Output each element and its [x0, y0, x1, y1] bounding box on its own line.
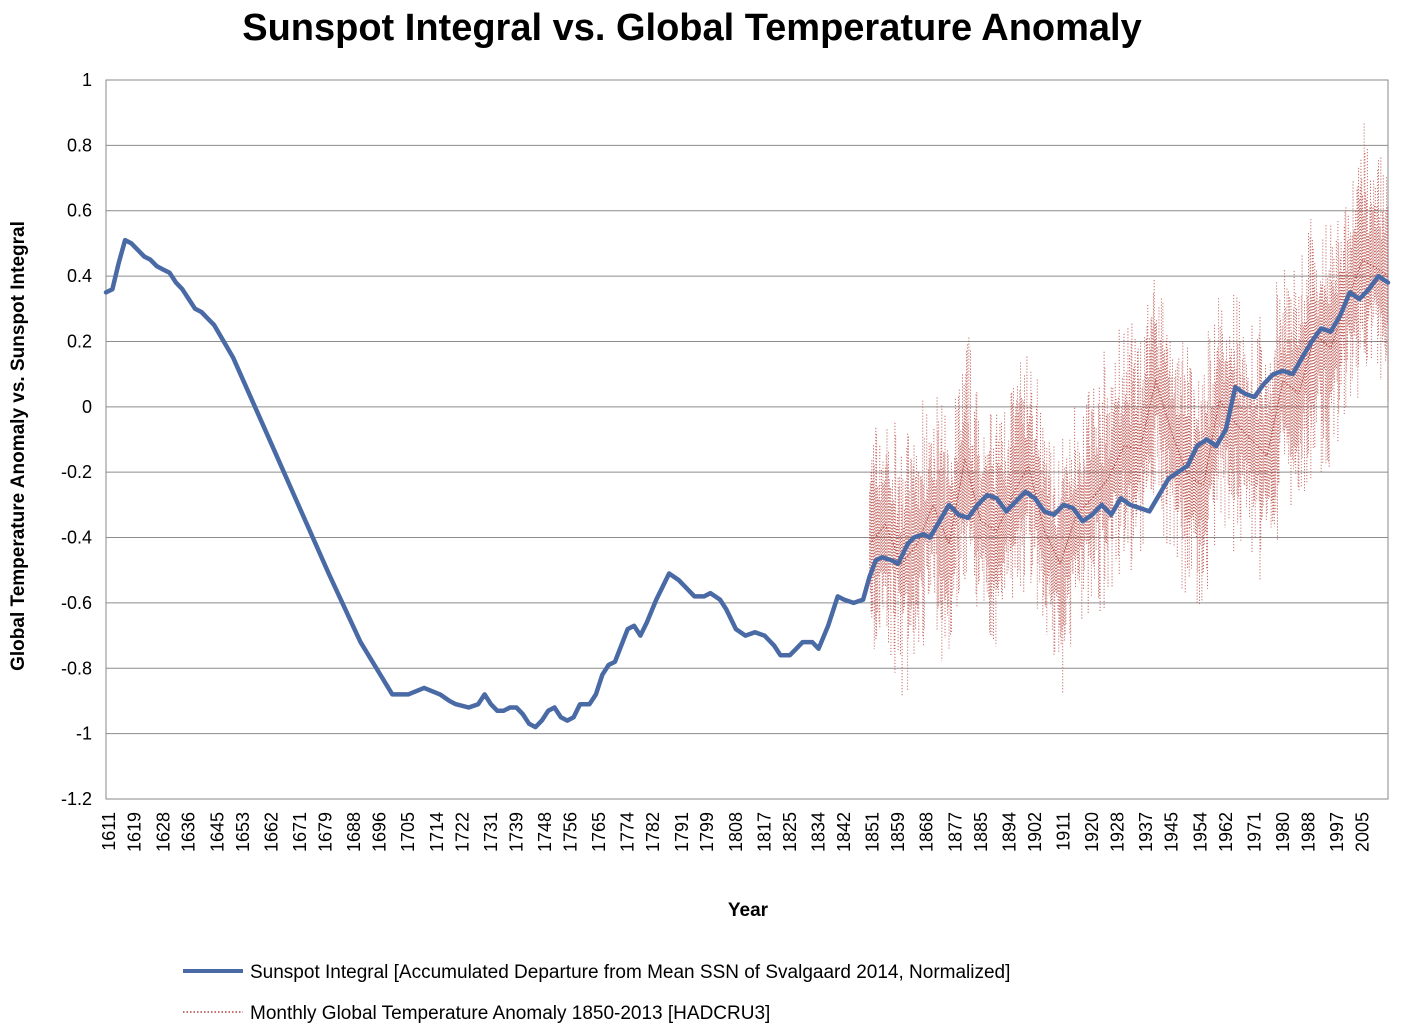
x-tick-label: 1834	[809, 812, 829, 852]
x-tick-label: 1894	[999, 812, 1019, 852]
x-tick-label: 1791	[672, 812, 692, 852]
x-tick-label: 1774	[618, 812, 638, 852]
x-tick-label: 1885	[971, 812, 991, 852]
x-tick-label: 1636	[179, 812, 199, 852]
x-tick-label: 1945	[1162, 812, 1182, 852]
y-tick-label: -0.4	[61, 528, 92, 548]
x-tick-label: 1696	[370, 812, 390, 852]
x-tick-label: 1688	[344, 812, 364, 852]
x-tick-label: 1971	[1244, 812, 1264, 852]
x-tick-label: 1799	[697, 812, 717, 852]
temperature-anomaly-line	[869, 259, 1389, 566]
legend-label-temperature: Monthly Global Temperature Anomaly 1850-…	[250, 1003, 770, 1024]
x-tick-label: 1988	[1298, 812, 1318, 852]
legend-label-sunspot: Sunspot Integral [Accumulated Departure …	[250, 962, 1010, 983]
temperature-anomaly-series	[869, 123, 1389, 697]
y-axis-ticks: 1 0.8 0.6 0.4 0.2 0 -0.2 -0.4 -0.6 -0.8 -1 -1.2	[61, 70, 92, 809]
x-tick-label: 1817	[754, 812, 774, 852]
x-tick-label: 1937	[1136, 812, 1156, 852]
x-tick-label: 1722	[452, 812, 472, 852]
y-tick-label: -1.2	[61, 789, 92, 809]
x-tick-label: 1902	[1025, 812, 1045, 852]
x-tick-label: 1920	[1082, 812, 1102, 852]
x-tick-label: 1954	[1190, 812, 1210, 852]
x-tick-label: 2005	[1353, 812, 1373, 852]
y-tick-label: 0.8	[67, 135, 92, 155]
x-tick-label: 1653	[233, 812, 253, 852]
x-tick-label: 1671	[290, 812, 310, 852]
x-tick-label: 1859	[888, 812, 908, 852]
sunspot-integral-series	[103, 237, 1391, 730]
x-tick-label: 1825	[780, 812, 800, 852]
y-tick-label: 0.4	[67, 266, 92, 286]
x-tick-label: 1748	[535, 812, 555, 852]
x-tick-label: 1611	[99, 812, 119, 851]
x-tick-label: 1662	[261, 812, 281, 852]
legend: Sunspot Integral [Accumulated Departure …	[183, 962, 1010, 1024]
x-tick-label: 1619	[125, 812, 145, 852]
plot-area-border	[105, 79, 1389, 800]
x-axis-ticks: 1611 1619 1628 1636 1645 1653 1662 1671 1679 1688…	[99, 812, 1372, 852]
y-axis-label: Global Temperature Anomaly vs. Sunspot I…	[8, 221, 29, 671]
x-tick-label: 1628	[153, 812, 173, 852]
x-tick-label: 1705	[398, 812, 418, 852]
x-tick-label: 1851	[863, 812, 883, 852]
x-tick-label: 1928	[1108, 812, 1128, 852]
x-tick-label: 1962	[1216, 812, 1236, 852]
y-tick-label: 1	[82, 70, 92, 90]
y-tick-label: 0	[82, 397, 92, 417]
x-tick-label: 1808	[726, 812, 746, 852]
x-axis-label: Year	[728, 900, 769, 921]
y-tick-label: 0.6	[67, 201, 92, 221]
x-tick-label: 1739	[506, 812, 526, 852]
y-tick-label: 0.2	[67, 331, 92, 351]
x-tick-label: 1679	[315, 812, 335, 852]
y-tick-label: -0.6	[61, 593, 92, 613]
x-tick-label: 1645	[207, 812, 227, 852]
x-tick-label: 1911	[1054, 812, 1074, 851]
chart-title: Sunspot Integral vs. Global Temperature …	[242, 7, 1142, 49]
x-tick-label: 1842	[834, 812, 854, 852]
x-tick-label: 1756	[560, 812, 580, 852]
x-tick-label: 1765	[589, 812, 609, 852]
y-tick-label: -1	[76, 724, 92, 744]
x-tick-label: 1782	[643, 812, 663, 852]
x-tick-label: 1868	[917, 812, 937, 852]
x-tick-label: 1980	[1273, 812, 1293, 852]
y-tick-label: -0.8	[61, 658, 92, 678]
x-tick-label: 1997	[1327, 812, 1347, 852]
x-tick-label: 1731	[481, 812, 501, 852]
x-tick-label: 1877	[945, 812, 965, 852]
y-tick-label: -0.2	[61, 462, 92, 482]
x-tick-label: 1714	[427, 812, 447, 852]
